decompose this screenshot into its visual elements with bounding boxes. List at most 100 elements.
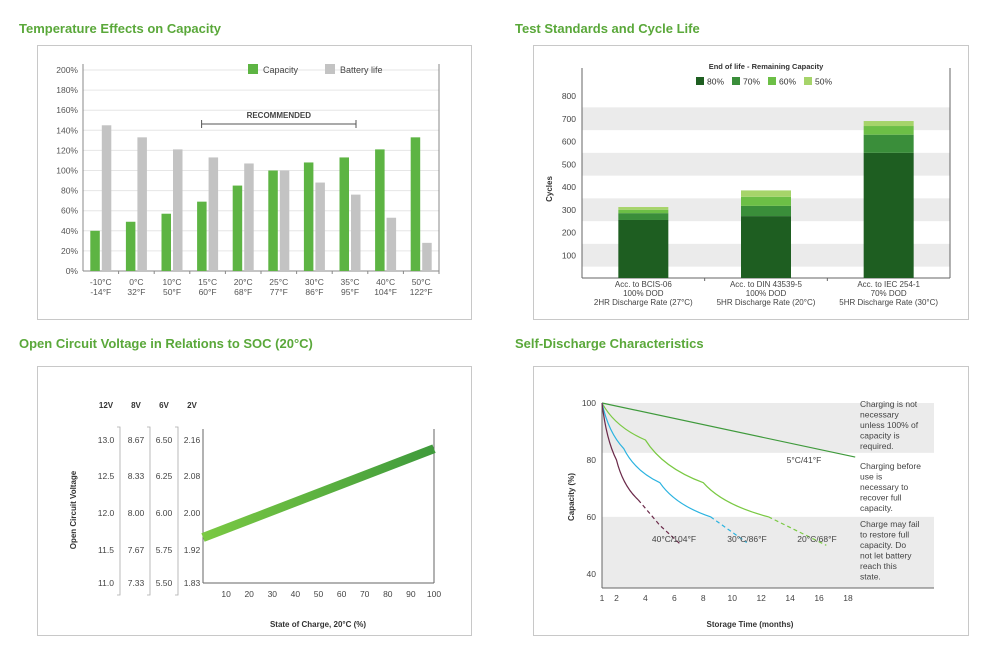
legend-label: 70% — [743, 77, 760, 87]
battery-life-bar — [244, 163, 254, 271]
voltage-tick-label: 5.50 — [156, 578, 173, 588]
voltage-tick-label: 11.0 — [98, 578, 114, 588]
note-text-line: recover full — [860, 493, 902, 503]
threshold-band — [602, 403, 934, 453]
note-text-line: Charging is not — [860, 399, 918, 409]
y-tick-label: 60 — [587, 512, 597, 522]
y-tick-label: 140% — [56, 125, 78, 135]
x-tick-label: 10 — [728, 593, 738, 603]
x-tick-label: 50°C — [412, 277, 431, 287]
x-tick-label: 4 — [643, 593, 648, 603]
x-axis-label: State of Charge, 20°C (%) — [270, 620, 366, 629]
x-tick-label: -10°C — [90, 277, 112, 287]
note-text-line: unless 100% of — [860, 420, 919, 430]
legend-swatch — [696, 77, 704, 85]
note-text-line: capacity is — [860, 431, 900, 441]
y-axis-label: Open Circuit Voltage — [69, 470, 78, 549]
y-tick-label: 80 — [587, 455, 597, 465]
battery-life-bar — [351, 194, 361, 271]
x-tick-label: 100% DOD — [746, 289, 787, 298]
stacked-bar-segment-60pct — [741, 196, 791, 206]
battery-life-legend-label: Battery life — [340, 65, 383, 75]
x-tick-label: 50°F — [163, 287, 181, 297]
x-tick-label: 2 — [614, 593, 619, 603]
stacked-bar-segment-70pct — [741, 205, 791, 217]
capacity-bar — [125, 221, 136, 271]
x-tick-label: -14°F — [90, 287, 111, 297]
self-discharge-chart: 40 60 80 100 1 2 4 6 8 10 12 14 16 18 Storage Time (mo… — [567, 398, 934, 629]
battery-life-bar — [173, 149, 183, 271]
voltage-column-header: 8V — [131, 401, 141, 410]
ocv-line — [201, 444, 436, 542]
discharge-curve-3 — [601, 402, 639, 501]
note-text-line: not let battery — [860, 551, 912, 561]
x-tick-label: 14 — [785, 593, 795, 603]
background-band — [582, 152, 950, 176]
x-tick-label: 20°C — [234, 277, 253, 287]
stacked-bar-segment-50pct — [863, 121, 914, 127]
x-tick-label: 60 — [337, 589, 347, 599]
x-tick-label: 50 — [314, 589, 324, 599]
x-tick-label: 1 — [600, 593, 605, 603]
curve-label: 30°C/86°F — [727, 534, 766, 544]
voltage-tick-label: 12.5 — [98, 471, 115, 481]
x-tick-label: 68°F — [234, 287, 252, 297]
voltage-tick-label: 6.00 — [156, 508, 173, 518]
y-tick-label: 40% — [61, 226, 78, 236]
legend-title: End of life - Remaining Capacity — [709, 62, 824, 71]
x-tick-label: 10 — [221, 589, 231, 599]
y-tick-label: 600 — [562, 137, 576, 147]
voltage-column-header: 6V — [159, 401, 169, 410]
x-tick-label: 122°F — [410, 287, 433, 297]
battery-life-bar — [315, 182, 325, 271]
stacked-bar-segment-50pct — [741, 190, 791, 197]
x-tick-label: 12 — [756, 593, 766, 603]
note-text-line: to restore full — [860, 530, 909, 540]
threshold-band — [602, 516, 934, 588]
note-text-line: reach this — [860, 561, 897, 571]
y-tick-label: 40 — [587, 569, 597, 579]
voltage-tick-label: 2.00 — [184, 508, 201, 518]
voltage-tick-label: 5.75 — [156, 545, 173, 555]
capacity-bar — [375, 149, 385, 271]
note-text-line: necessary — [860, 410, 899, 420]
y-tick-label: 300 — [562, 205, 576, 215]
voltage-tick-label: 8.67 — [128, 435, 145, 445]
voltage-tick-label: 11.5 — [98, 545, 114, 555]
self-discharge-chart-title: Self-Discharge Characteristics — [515, 336, 704, 351]
y-tick-label: 180% — [56, 85, 78, 95]
voltage-column-header: 12V — [99, 401, 114, 410]
x-tick-label: 6 — [672, 593, 677, 603]
voltage-column-bracket — [117, 426, 121, 596]
discharge-curve-2 — [601, 402, 711, 518]
curve-label: 40°C/104°F — [652, 534, 696, 544]
x-tick-label: 40 — [291, 589, 301, 599]
x-tick-label: 5HR Discharge Rate (20°C) — [717, 298, 816, 307]
capacity-legend-label: Capacity — [263, 65, 299, 75]
legend-swatch — [804, 77, 812, 85]
stacked-bar-segment-80pct — [863, 152, 914, 278]
x-tick-label: 70% DOD — [871, 289, 907, 298]
note-text-line: capacity. — [860, 503, 893, 513]
legend-label: 80% — [707, 77, 724, 87]
battery-life-bar — [279, 170, 290, 271]
note-text-line: capacity. Do — [860, 540, 906, 550]
x-tick-label: 100% DOD — [623, 289, 664, 298]
battery-life-legend-swatch — [325, 64, 335, 74]
x-tick-label: 90 — [406, 589, 416, 599]
capacity-bar — [90, 230, 100, 271]
y-tick-label: 200 — [562, 228, 576, 238]
x-tick-label: 70 — [360, 589, 370, 599]
y-tick-label: 400 — [562, 182, 576, 192]
capacity-bar — [197, 201, 207, 271]
x-tick-label: 40°C — [376, 277, 395, 287]
temperature-chart-title: Temperature Effects on Capacity — [19, 21, 222, 36]
y-tick-label: 160% — [56, 105, 78, 115]
voltage-tick-label: 1.92 — [184, 545, 201, 555]
y-tick-label: 100% — [56, 166, 78, 176]
x-tick-label: 35°C — [341, 277, 360, 287]
note-text-line: Charging before — [860, 461, 921, 471]
stacked-bar-segment-80pct — [618, 219, 669, 278]
x-tick-label: 18 — [843, 593, 853, 603]
x-tick-label: 30°C — [305, 277, 324, 287]
